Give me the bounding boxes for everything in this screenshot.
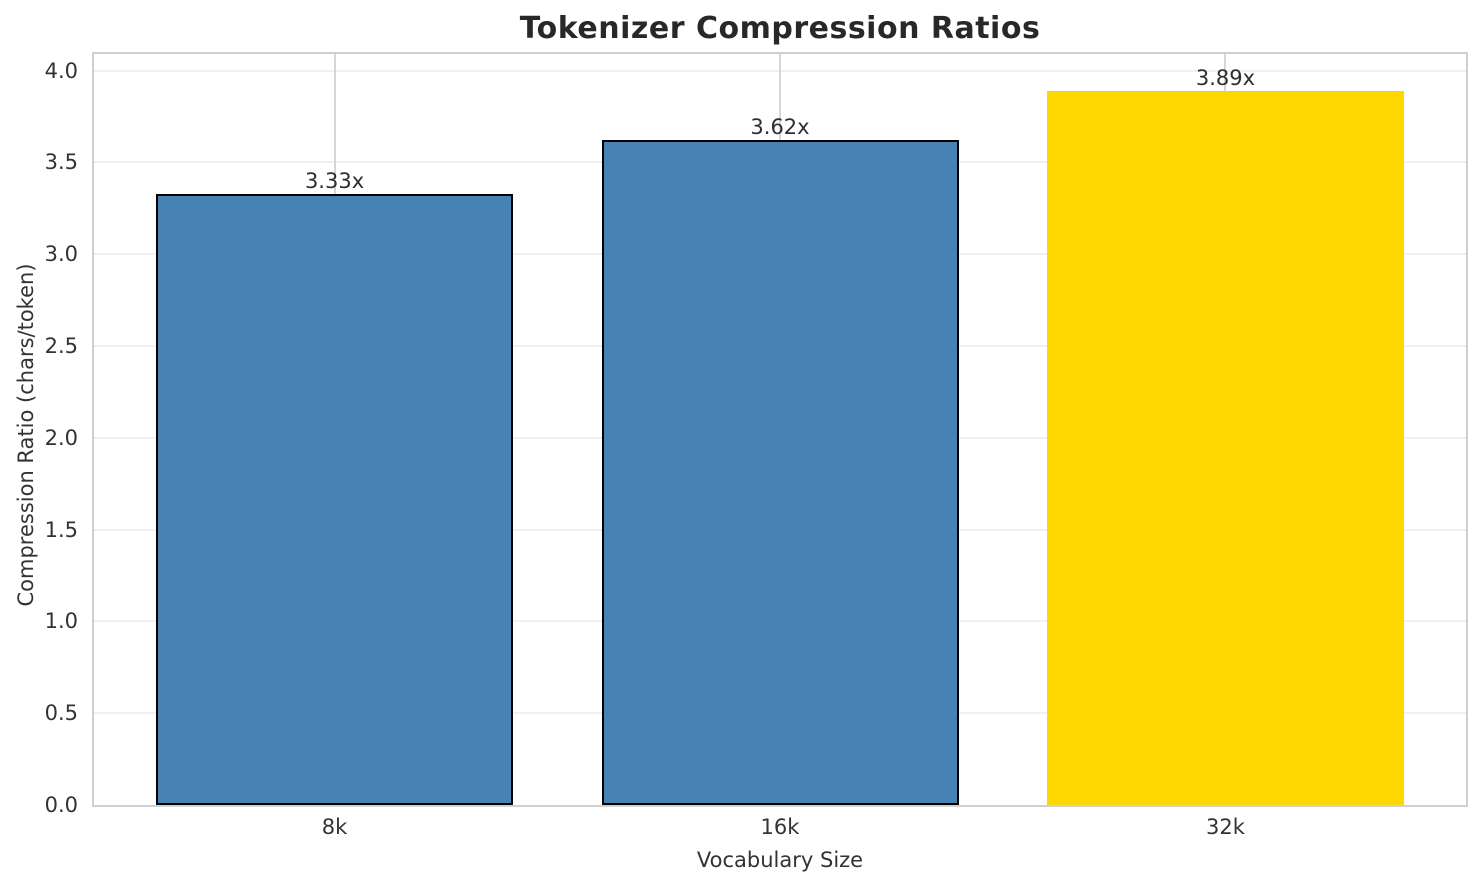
bars-layer: 3.33x 3.62x 3.89x: [94, 54, 1466, 805]
chart-title: Tokenizer Compression Ratios: [519, 11, 1041, 46]
x-tick-label-8k: 8k: [321, 815, 348, 839]
y-tick-label-2.0: 2.0: [44, 425, 78, 450]
y-tick-label-3.0: 3.0: [44, 242, 78, 267]
y-tick-label-1.5: 1.5: [44, 517, 78, 542]
y-tick-label-2.5: 2.5: [44, 333, 78, 358]
y-tick-label-4.0: 4.0: [44, 58, 78, 83]
y-tick-label-0.5: 0.5: [44, 701, 78, 726]
y-tick-label-3.5: 3.5: [44, 150, 78, 175]
x-tick-label-16k: 16k: [760, 815, 800, 839]
y-tick-label-1.0: 1.0: [44, 609, 78, 634]
bar-16k: [601, 140, 959, 805]
bar-value-label-8k: 3.33x: [304, 168, 365, 193]
bar-value-label-32k: 3.89x: [1195, 65, 1256, 90]
y-tick-label-0.0: 0.0: [44, 793, 78, 817]
bar-8k: [156, 193, 514, 805]
x-axis-label: Vocabulary Size: [696, 848, 864, 872]
bar-value-label-16k: 3.62x: [750, 115, 810, 140]
plot-area: 3.33x 3.62x 3.89x: [92, 52, 1468, 807]
bar-32k: [1046, 90, 1404, 805]
x-tick-label-32k: 32k: [1206, 815, 1245, 839]
